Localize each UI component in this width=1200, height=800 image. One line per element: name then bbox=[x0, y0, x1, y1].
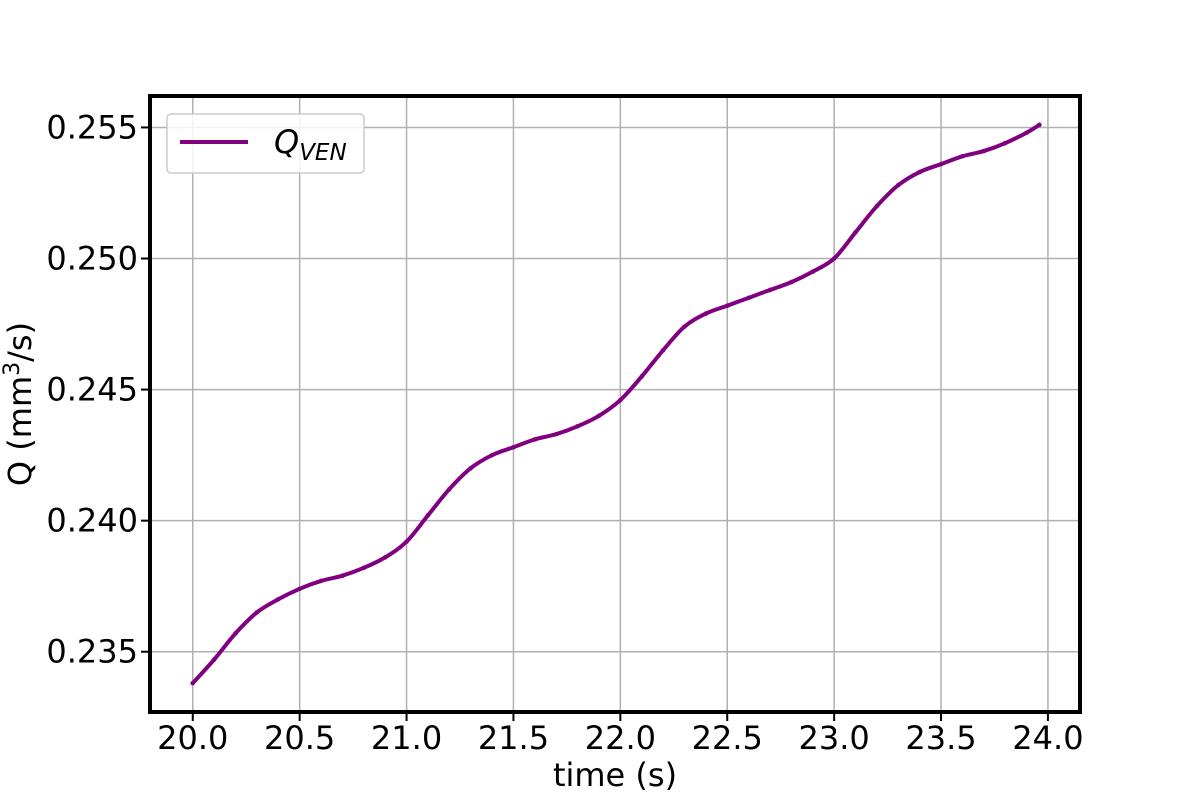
data-point bbox=[853, 230, 858, 235]
data-point bbox=[190, 680, 196, 686]
data-point bbox=[639, 374, 645, 379]
data-point bbox=[575, 423, 580, 429]
data-point bbox=[895, 182, 901, 188]
data-point bbox=[938, 161, 944, 167]
y-axis-label-end: /s) bbox=[1, 322, 39, 362]
data-point bbox=[233, 631, 238, 636]
x-axis-label: time (s) bbox=[553, 756, 677, 794]
grid bbox=[150, 96, 1080, 712]
x-tick-label: 21.5 bbox=[478, 719, 549, 757]
x-tick-label: 23.0 bbox=[799, 719, 870, 757]
series-line bbox=[190, 122, 1042, 686]
data-point bbox=[340, 573, 345, 578]
data-point bbox=[981, 148, 987, 154]
legend: QVEN bbox=[166, 113, 365, 174]
data-point bbox=[703, 311, 709, 316]
x-tick-label: 20.0 bbox=[157, 719, 228, 757]
data-point bbox=[489, 452, 495, 458]
legend-label-sub: VEN bbox=[299, 140, 346, 166]
legend-label-main: Q bbox=[274, 123, 299, 161]
y-tick-label: 0.240 bbox=[46, 502, 138, 540]
legend-box bbox=[166, 113, 365, 174]
data-point bbox=[917, 169, 922, 175]
y-tick-label: 0.245 bbox=[46, 371, 138, 409]
data-point bbox=[1002, 140, 1008, 146]
series-line-group bbox=[190, 122, 1042, 686]
plot-frame bbox=[148, 94, 1082, 714]
data-point bbox=[960, 153, 965, 159]
y-axis-label: Q (mm3/s) bbox=[0, 322, 39, 486]
y-axis-label-sup: 3 bbox=[0, 362, 25, 376]
y-tick-label: 0.250 bbox=[46, 240, 138, 278]
data-point bbox=[1024, 130, 1029, 135]
data-point bbox=[254, 610, 260, 615]
data-point bbox=[746, 295, 751, 301]
data-point bbox=[660, 347, 666, 353]
data-point bbox=[553, 431, 559, 437]
x-tick-label: 22.5 bbox=[692, 719, 763, 757]
y-tick-label: 0.255 bbox=[46, 108, 138, 146]
data-point bbox=[404, 539, 409, 544]
data-point bbox=[468, 465, 473, 471]
data-point bbox=[1037, 122, 1042, 128]
x-tick-label: 24.0 bbox=[1012, 719, 1083, 757]
x-tick-label: 20.5 bbox=[264, 719, 335, 757]
data-point bbox=[596, 413, 602, 419]
data-point bbox=[682, 324, 687, 329]
data-point bbox=[532, 437, 538, 442]
series-points-group bbox=[190, 122, 1042, 686]
data-point bbox=[447, 486, 452, 492]
data-point bbox=[275, 596, 281, 602]
data-point bbox=[211, 657, 217, 662]
x-tick-label: 22.0 bbox=[585, 719, 656, 757]
y-tick-label: 0.235 bbox=[46, 633, 138, 671]
data-point bbox=[297, 586, 302, 592]
axis-ticks: 20.0 20.5 21.0 21.5 22.0 22.5 23.0 23.5 24.0 0.23… bbox=[46, 108, 1083, 757]
legend-label: QVEN bbox=[274, 123, 347, 166]
data-point bbox=[724, 303, 730, 309]
data-point bbox=[618, 397, 623, 403]
data-point bbox=[511, 444, 516, 450]
data-point bbox=[361, 565, 367, 571]
y-axis-label-main: Q (mm bbox=[1, 376, 39, 486]
data-point bbox=[874, 203, 880, 209]
data-point bbox=[789, 279, 794, 285]
x-tick-label: 21.0 bbox=[371, 719, 442, 757]
data-point bbox=[767, 287, 773, 293]
data-point bbox=[318, 578, 324, 584]
x-tick-label: 23.5 bbox=[905, 719, 976, 757]
data-point bbox=[810, 269, 816, 274]
data-point bbox=[425, 513, 431, 518]
data-point bbox=[831, 256, 837, 261]
data-point bbox=[382, 555, 388, 560]
